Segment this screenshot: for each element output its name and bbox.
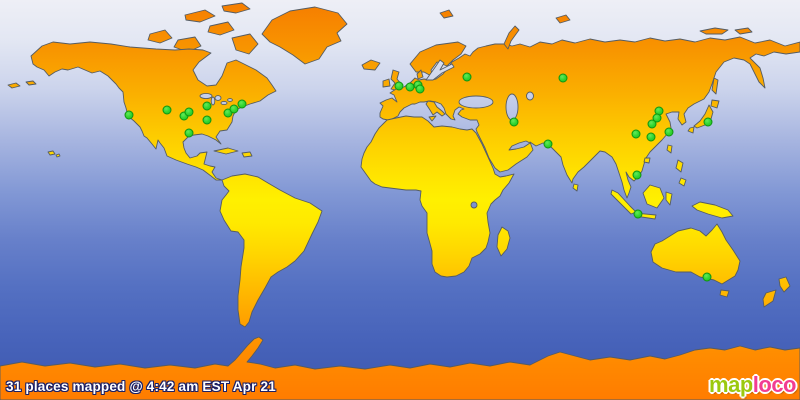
sicily — [428, 115, 437, 122]
caspian-sea — [505, 93, 519, 121]
honshu — [693, 104, 714, 129]
maploco-logo[interactable]: maploco — [709, 372, 796, 398]
place-marker — [558, 73, 568, 83]
persian-gulf — [508, 140, 531, 151]
arctic-islands — [184, 9, 216, 23]
sri-lanka — [572, 183, 579, 192]
aleutian-islands — [25, 80, 37, 86]
arctic-islands — [221, 2, 251, 14]
north-america — [30, 41, 277, 181]
place-marker — [646, 132, 656, 142]
hispaniola — [241, 151, 253, 158]
place-marker — [509, 117, 519, 127]
black-sea — [458, 95, 494, 109]
south-america — [219, 173, 323, 328]
place-marker — [631, 129, 641, 139]
place-marker — [543, 139, 553, 149]
borneo — [642, 184, 665, 209]
place-marker — [202, 115, 212, 125]
logo-text-map: map — [709, 372, 753, 397]
tasmania — [719, 289, 730, 298]
place-marker — [462, 72, 472, 82]
aral-sea — [526, 91, 534, 101]
status-caption: 31 places mapped @ 4:42 am EST Apr 21 — [6, 379, 276, 394]
arctic-islands — [147, 29, 173, 44]
place-marker — [647, 119, 657, 129]
lake-erie — [220, 100, 228, 106]
madagascar — [496, 226, 511, 257]
lake-ontario — [227, 98, 233, 102]
place-marker — [652, 113, 662, 123]
arctic-islands — [231, 33, 259, 55]
place-marker — [124, 110, 134, 120]
new-zealand-south — [762, 289, 777, 308]
svalbard — [439, 9, 454, 19]
luzon — [675, 159, 684, 173]
place-marker — [162, 105, 172, 115]
lake-victoria — [470, 201, 478, 209]
place-marker — [415, 84, 425, 94]
new-guinea — [691, 201, 734, 219]
place-marker — [633, 209, 643, 219]
place-marker — [703, 117, 713, 127]
place-marker — [632, 170, 642, 180]
cuba — [213, 147, 239, 155]
mindanao — [678, 177, 687, 187]
severnaya-zemlya — [555, 14, 571, 24]
greenland — [261, 6, 348, 65]
lake-michigan — [210, 96, 216, 106]
sakhalin — [711, 77, 719, 95]
baltic-sea — [425, 59, 455, 81]
new-siberian-islands — [699, 27, 729, 35]
hawaii — [55, 153, 61, 158]
italy — [425, 100, 446, 117]
lake-superior — [199, 92, 213, 100]
sulawesi — [665, 191, 673, 206]
place-marker — [702, 272, 712, 282]
place-marker — [229, 104, 239, 114]
taiwan — [666, 144, 673, 154]
place-marker — [202, 101, 212, 111]
place-marker — [237, 99, 247, 109]
place-marker — [184, 128, 194, 138]
place-marker — [394, 81, 404, 91]
kyushu — [687, 126, 695, 134]
ireland — [382, 78, 391, 88]
place-marker — [664, 127, 674, 137]
africa — [360, 115, 515, 278]
novaya-zemlya — [503, 25, 520, 50]
australia — [650, 223, 741, 285]
lake-huron — [214, 95, 222, 101]
hainan — [643, 157, 651, 164]
new-siberian-islands — [734, 27, 753, 35]
antarctica — [0, 336, 800, 400]
hokkaido — [710, 99, 720, 109]
hawaii — [47, 150, 56, 156]
aleutian-islands — [7, 82, 21, 89]
place-marker — [184, 107, 194, 117]
arctic-islands — [207, 21, 235, 36]
logo-text-loco: loco — [752, 372, 797, 397]
denmark — [416, 69, 424, 80]
new-zealand-north — [778, 276, 791, 293]
iceland — [361, 59, 381, 71]
